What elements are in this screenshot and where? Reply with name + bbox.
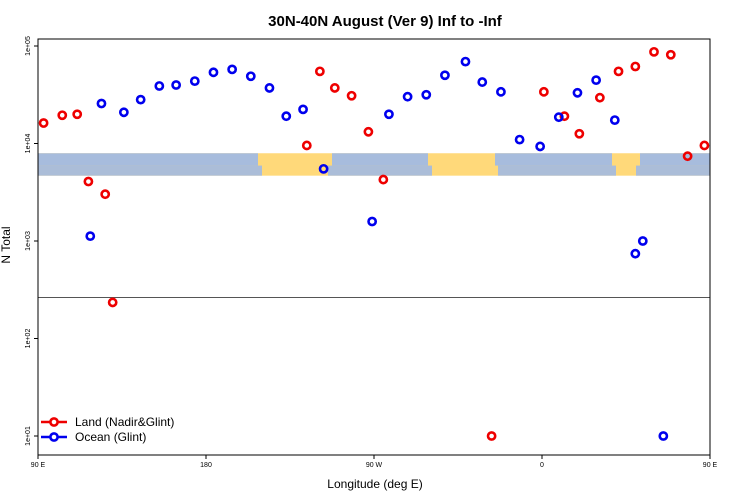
legend-land-label: Land (Nadir&Glint) bbox=[75, 415, 174, 429]
y-tick-label: 1e+05 bbox=[25, 36, 32, 56]
y-tick-label: 1e+02 bbox=[25, 329, 32, 349]
land-point bbox=[559, 111, 570, 122]
x-axis: 90 E 180 90 W 0 90 E bbox=[31, 455, 718, 469]
map-ocean-atlantic bbox=[332, 153, 428, 166]
land-point bbox=[594, 92, 605, 103]
y-axis: 1e+01 1e+02 1e+03 1e+04 1e+05 bbox=[25, 36, 38, 446]
ocean-point bbox=[658, 431, 669, 441]
ocean-point bbox=[245, 71, 256, 82]
land-point bbox=[613, 66, 624, 77]
land-point bbox=[83, 176, 94, 187]
ocean-point bbox=[477, 77, 488, 87]
ocean-point bbox=[514, 134, 525, 145]
legend-land-marker bbox=[49, 417, 59, 427]
ocean-point bbox=[367, 216, 378, 227]
land-point bbox=[100, 189, 111, 200]
land-point bbox=[329, 83, 340, 93]
map-ocean-north-pacific bbox=[495, 153, 612, 166]
map-ocean-band-lower bbox=[38, 165, 262, 176]
map-ocean-band-lower bbox=[328, 165, 432, 176]
ocean-point bbox=[154, 81, 165, 91]
land-point bbox=[486, 431, 497, 441]
y-axis-label: N Total bbox=[0, 226, 13, 263]
land-point bbox=[363, 126, 374, 137]
ocean-point bbox=[572, 87, 583, 98]
ocean-point bbox=[118, 107, 129, 118]
ocean-point bbox=[281, 111, 292, 122]
map-ocean-pacific-east bbox=[640, 153, 710, 166]
land-point bbox=[649, 46, 659, 57]
ocean-point bbox=[135, 94, 146, 105]
x-tick-label: 180 bbox=[200, 462, 212, 469]
ocean-point bbox=[630, 248, 641, 259]
ocean-point bbox=[609, 115, 620, 125]
ocean-point bbox=[553, 112, 564, 123]
ocean-point bbox=[637, 236, 648, 246]
legend-ocean-label: Ocean (Glint) bbox=[75, 430, 146, 444]
land-point bbox=[699, 140, 710, 151]
ocean-point bbox=[298, 104, 308, 115]
land-point bbox=[314, 66, 325, 77]
ocean-point bbox=[402, 91, 413, 102]
chart-title: 30N-40N August (Ver 9) Inf to -Inf bbox=[268, 13, 503, 30]
ocean-point bbox=[440, 70, 450, 81]
ocean-point bbox=[384, 109, 394, 120]
ocean-point bbox=[171, 80, 182, 90]
x-tick-label: 90 E bbox=[31, 462, 46, 469]
y-tick-label: 1e+01 bbox=[25, 426, 32, 446]
ocean-point bbox=[318, 163, 329, 174]
y-tick-label: 1e+04 bbox=[25, 134, 32, 154]
x-tick-label: 90 E bbox=[703, 462, 718, 469]
map-ocean-band-lower bbox=[636, 165, 710, 176]
land-point bbox=[574, 128, 585, 139]
data-points bbox=[38, 46, 710, 441]
land-point bbox=[630, 61, 641, 72]
map-ocean-pacific bbox=[38, 153, 258, 166]
ocean-point bbox=[460, 56, 471, 67]
ocean-point bbox=[85, 231, 96, 242]
ocean-point bbox=[264, 83, 275, 93]
land-point bbox=[378, 174, 389, 185]
x-tick-label: 0 bbox=[540, 462, 544, 469]
y-tick-label: 1e+03 bbox=[25, 231, 32, 251]
ocean-point bbox=[189, 76, 200, 86]
land-point bbox=[682, 151, 693, 162]
x-tick-label: 90 W bbox=[366, 462, 383, 469]
ocean-point bbox=[421, 89, 432, 100]
ocean-point bbox=[208, 67, 219, 78]
land-point bbox=[346, 90, 357, 101]
ocean-point bbox=[496, 86, 506, 97]
ocean-point bbox=[96, 98, 107, 109]
world-map-strip bbox=[38, 153, 710, 176]
legend: Land (Nadir&Glint)Ocean (Glint) bbox=[41, 415, 174, 444]
ocean-point bbox=[227, 64, 238, 75]
land-point bbox=[57, 110, 68, 121]
legend-ocean-marker bbox=[49, 432, 59, 442]
ocean-point bbox=[591, 75, 602, 86]
land-point bbox=[538, 86, 549, 97]
land-point bbox=[665, 49, 676, 60]
land-point bbox=[38, 118, 49, 128]
ocean-point bbox=[535, 141, 546, 152]
map-ocean-band-lower bbox=[498, 165, 616, 176]
land-point bbox=[301, 140, 312, 151]
land-point bbox=[107, 297, 118, 308]
x-axis-label: Longitude (deg E) bbox=[327, 477, 422, 491]
land-point bbox=[72, 109, 83, 120]
